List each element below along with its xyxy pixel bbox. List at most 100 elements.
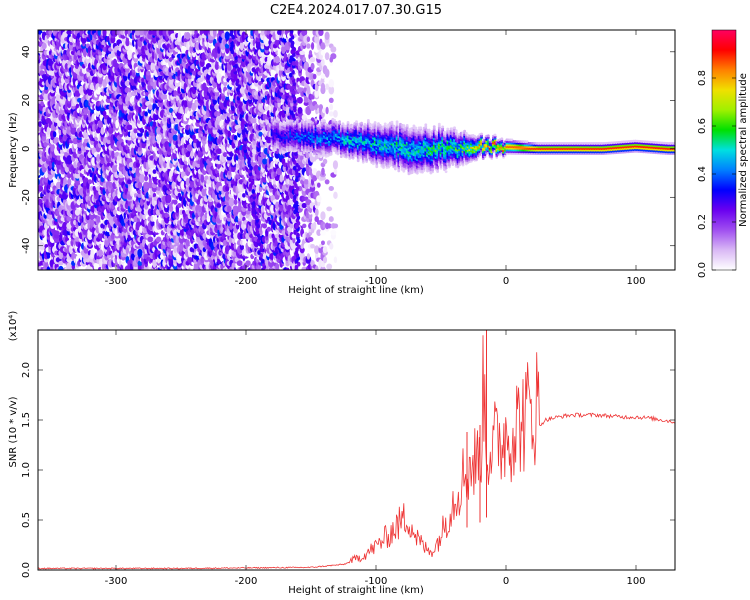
spectrogram-cell — [266, 226, 272, 232]
spectrogram-cell — [43, 92, 50, 101]
spectrogram-cell — [66, 155, 72, 161]
spectrogram-cell — [49, 70, 56, 77]
spectrogram-cell — [216, 72, 222, 81]
spectrogram-cell — [152, 169, 157, 174]
spectrogram-cell — [233, 134, 238, 141]
spectrogram-cell — [44, 171, 49, 179]
spectrogram-cell — [172, 199, 178, 205]
spectrogram-cell — [46, 126, 51, 136]
spectrogram-cell — [137, 248, 143, 258]
spectrogram-cell — [97, 249, 103, 257]
spectrogram-cell — [107, 53, 114, 59]
spectrogram-cell — [275, 263, 280, 270]
spectrogram-cell — [100, 126, 105, 135]
spectrogram-cell — [127, 179, 132, 185]
spectrogram-cell — [212, 30, 217, 38]
spectrogram-cells — [38, 30, 675, 270]
spectrogram-cell — [139, 173, 145, 183]
spectrogram-cell — [112, 209, 117, 216]
spectrogram-cell — [74, 208, 81, 216]
spectrogram-cell — [48, 30, 53, 36]
spectrogram-cell — [155, 236, 162, 243]
spectrogram-cell — [72, 137, 79, 145]
spectrogram-cell — [190, 150, 194, 159]
spectrogram-cell — [66, 240, 72, 246]
spectrogram-cell — [242, 239, 246, 246]
spectrogram-cell — [38, 120, 42, 128]
spectrogram-cell — [120, 79, 127, 88]
spectrogram-cell — [108, 58, 113, 68]
spectrogram-cell — [66, 216, 73, 222]
spectrogram-cell — [166, 194, 172, 204]
spectrogram-cell — [216, 203, 222, 208]
spectrogram-cell — [111, 163, 119, 173]
spectrogram-cell — [162, 94, 168, 100]
spectrogram-cell — [126, 124, 133, 131]
spectrogram-cell — [144, 111, 148, 117]
spectrogram-cell — [97, 120, 104, 128]
spectrogram-cell — [111, 150, 115, 159]
spectrogram-cell — [96, 215, 101, 223]
spectrogram-cell — [144, 175, 149, 182]
spectrogram-cell — [38, 185, 44, 192]
spectrogram-cell — [50, 143, 55, 152]
spectrogram-cell — [87, 179, 93, 185]
spectrogram-cell — [177, 31, 182, 41]
spectrogram-cell — [177, 203, 182, 209]
spectrogram-cell — [108, 181, 113, 189]
spectrogram-cell — [267, 55, 271, 64]
spectrogram-cell — [96, 154, 101, 162]
spectrogram-cell — [66, 30, 73, 35]
spectrogram-cell — [53, 233, 60, 239]
spectrogram-cell — [93, 76, 99, 84]
spectrogram-cell — [172, 134, 178, 141]
spectrogram-cell — [152, 216, 157, 222]
spectrogram-cell — [56, 155, 62, 161]
spectrogram-cell — [139, 128, 145, 134]
spectrogram-cell — [146, 70, 151, 76]
spectrogram-cell — [41, 42, 47, 50]
spectrogram-cell — [89, 218, 95, 227]
spectrogram-cell — [204, 143, 209, 153]
spectrogram-cell — [185, 32, 191, 40]
spectrogram-cell — [52, 131, 57, 138]
spectrogram-cell — [115, 119, 119, 129]
spectrogram-cell — [102, 30, 107, 37]
spectrogram-cell — [260, 205, 265, 213]
spectrogram-cell — [147, 236, 154, 243]
spectrogram-cell — [105, 97, 112, 104]
spectrogram-cell — [242, 193, 246, 198]
spectrogram-cell — [62, 221, 68, 231]
spectrogram-cell — [152, 121, 157, 127]
spectrogram-cell — [171, 181, 175, 189]
spectrogram-cell — [58, 260, 64, 266]
spectrogram-cell — [147, 104, 153, 110]
spectrogram-cell — [107, 254, 111, 259]
spectrogram-cell — [77, 225, 82, 233]
spectrogram-cell — [233, 199, 238, 205]
spectrogram-cell — [236, 260, 243, 267]
spectrogram-cell — [46, 266, 51, 270]
spectrogram-cell — [67, 178, 72, 185]
spectrogram-cell — [228, 197, 235, 207]
spectrogram-cell — [251, 117, 257, 124]
spectrogram-cell — [90, 248, 94, 258]
spectrogram-cell — [40, 101, 44, 107]
spectrogram-cell — [185, 239, 190, 247]
spectrogram-cell — [74, 237, 81, 242]
spectrogram-cell — [173, 246, 178, 253]
spectrogram-cell — [104, 238, 110, 248]
spectrogram-cell — [262, 158, 268, 165]
spectrogram-cell — [229, 152, 234, 157]
spectrogram-cell — [215, 148, 223, 155]
figure-title: C2E4.2024.017.07.30.G15 — [270, 3, 442, 18]
spectrogram-cell — [262, 223, 268, 229]
spectrogram-cell — [58, 265, 64, 270]
spectrogram-cell — [200, 173, 205, 183]
spectrogram-cell — [66, 262, 73, 270]
spectrogram-cell — [53, 230, 60, 235]
spectrogram-cell — [126, 49, 133, 57]
spectrogram-cell — [124, 80, 131, 87]
